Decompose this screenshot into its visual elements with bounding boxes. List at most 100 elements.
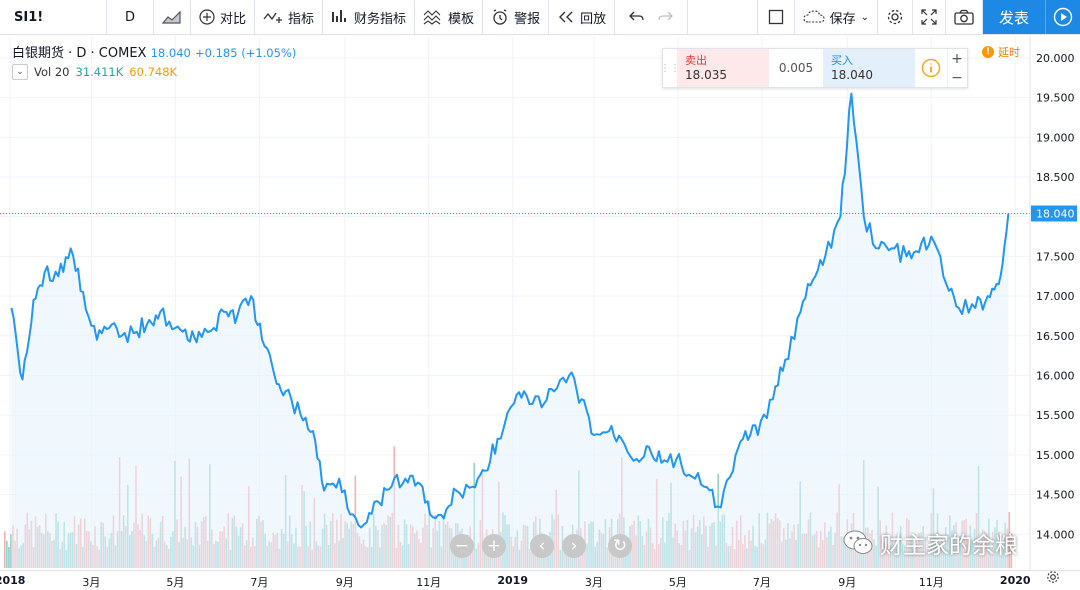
buy-label: 买入 [831, 54, 853, 67]
series-legend: 白银期货 · D · COMEX 18.040 +0.185 (+1.05%) [12, 42, 296, 61]
time-axis[interactable]: 2018 3月 5月 7月 9月 11月 2019 3月 5月 7月 9月 11月 2020 [0, 570, 1080, 590]
financials-button[interactable]: 财务指标 [323, 0, 416, 34]
plus-icon[interactable]: + [951, 50, 963, 67]
rewind-icon [559, 11, 573, 23]
indicator-icon [263, 12, 283, 23]
scroll-controls: ‹ › [530, 534, 586, 558]
indicators-button[interactable]: 指标 [255, 0, 324, 34]
reset-chart-button[interactable]: ↻ [608, 534, 632, 558]
symbol-label: SI1! [14, 9, 44, 25]
compare-label: 对比 [220, 11, 247, 27]
buy-sell-widget: ⋮⋮ 卖出 18.035 0.005 买入 18.040 + − [660, 48, 968, 88]
quantity-stepper: + − [947, 49, 966, 87]
indicators-label: 指标 [288, 11, 315, 27]
price-tick-label: 15.000 [1036, 449, 1075, 462]
camera-icon [954, 9, 974, 25]
price-tick-label: 13.500 [1036, 568, 1075, 570]
settings-button[interactable] [878, 0, 913, 34]
time-tick-label: 5月 [166, 576, 185, 589]
snapshot-button[interactable] [946, 0, 983, 34]
watermark-text: 财主家的余粮 [880, 533, 1018, 559]
interval-label: D [124, 9, 135, 25]
save-button[interactable]: 保存 ⌄ [795, 0, 878, 34]
chevron-left-icon: ‹ [538, 536, 546, 556]
volume-value: 31.411K [75, 65, 124, 79]
volume-bar [8, 547, 10, 568]
drag-handle-icon[interactable]: ⋮⋮ [660, 62, 680, 74]
price-tick-label: 17.000 [1036, 290, 1075, 303]
minus-icon[interactable]: − [951, 69, 963, 86]
axis-settings-icon[interactable] [1046, 570, 1060, 584]
sell-button[interactable]: 卖出 18.035 [677, 49, 769, 87]
last-price-value: 18.040 [150, 46, 191, 60]
time-axis-border [0, 570, 1080, 571]
gear-icon [887, 9, 903, 25]
square-icon [768, 9, 783, 25]
price-tick-label: 14.000 [1036, 528, 1075, 541]
wechat-watermark: 财主家的余粮 [842, 526, 1018, 560]
chart-type-button[interactable] [154, 0, 191, 34]
volume-legend: ⌄ Vol 20 31.411K 60.748K [12, 64, 177, 80]
compare-button[interactable]: 对比 [191, 0, 256, 34]
buy-button[interactable]: 买入 18.040 [823, 49, 915, 87]
price-tick-label: 18.500 [1036, 171, 1075, 184]
time-tick-label: 7月 [250, 576, 269, 589]
price-tick-label: 15.500 [1036, 409, 1075, 422]
price-chart[interactable]: 13.500 14.000 14.500 15.000 15.500 16.000 16.5… [0, 35, 1080, 570]
alarm-clock-icon [493, 9, 507, 25]
replay-button[interactable]: 回放 [549, 0, 616, 34]
zoom-in-button[interactable]: + [482, 534, 506, 558]
templates-label: 模板 [448, 11, 475, 27]
reset-controls: ↻ [608, 534, 632, 558]
delay-label: 延时 [998, 46, 1020, 59]
fullscreen-icon [921, 9, 937, 25]
bar-chart-icon [332, 10, 347, 22]
interval-selector[interactable]: D [107, 0, 154, 34]
time-tick-label: 5月 [668, 576, 687, 589]
zoom-out-button[interactable]: − [450, 534, 474, 558]
top-toolbar: SI1! D 对比 指标 财务指标 模板 警报 回放 保存 ⌄ [0, 0, 1080, 35]
price-tick-label: 19.000 [1036, 131, 1075, 144]
volume-bar [6, 540, 8, 568]
price-area [11, 93, 1009, 568]
time-tick-label: 11月 [918, 576, 944, 589]
cloud-icon [803, 10, 825, 23]
reset-icon: ↻ [612, 536, 628, 556]
volume-bar [10, 534, 12, 568]
time-tick-label: 2019 [497, 574, 528, 587]
zoom-controls: − + [450, 534, 506, 558]
undo-redo-group [615, 0, 689, 34]
time-tick-label: 2020 [999, 574, 1031, 587]
chevron-right-icon: › [570, 536, 578, 556]
minus-icon: − [454, 536, 470, 556]
play-button[interactable] [1045, 0, 1080, 34]
redo-icon[interactable] [657, 10, 674, 24]
price-change-value: +0.185 (+1.05%) [194, 46, 297, 60]
fullscreen-button[interactable] [913, 0, 946, 34]
publish-label: 发表 [998, 8, 1029, 27]
delay-badge[interactable]: ! 延时 [982, 44, 1020, 60]
chevron-down-icon: ⌄ [860, 11, 869, 23]
alert-button[interactable]: 警报 [483, 0, 550, 34]
info-icon [921, 58, 941, 78]
last-price-tag-label: 18.040 [1036, 208, 1075, 221]
symbol-search[interactable]: SI1! [0, 0, 107, 34]
time-tick-label: 3月 [82, 576, 101, 589]
price-tick-label: 14.500 [1036, 489, 1075, 502]
layout-button[interactable] [756, 0, 795, 34]
replay-label: 回放 [580, 11, 607, 27]
price-tick-label: 16.000 [1036, 369, 1075, 382]
time-tick-label: 9月 [838, 576, 857, 589]
time-tick-label: 9月 [335, 576, 354, 589]
publish-button[interactable]: 发表 [982, 0, 1045, 34]
templates-button[interactable]: 模板 [415, 0, 484, 34]
series-title: 白银期货 · D · COMEX [12, 46, 147, 61]
scroll-left-button[interactable]: ‹ [530, 534, 554, 558]
financials-label: 财务指标 [354, 11, 407, 27]
info-button[interactable] [915, 49, 947, 87]
price-tick-label: 20.000 [1036, 52, 1075, 65]
scroll-right-button[interactable]: › [562, 534, 586, 558]
undo-icon[interactable] [629, 10, 645, 24]
price-tick-label: 17.500 [1036, 250, 1075, 263]
collapse-legend-button[interactable]: ⌄ [12, 64, 28, 80]
